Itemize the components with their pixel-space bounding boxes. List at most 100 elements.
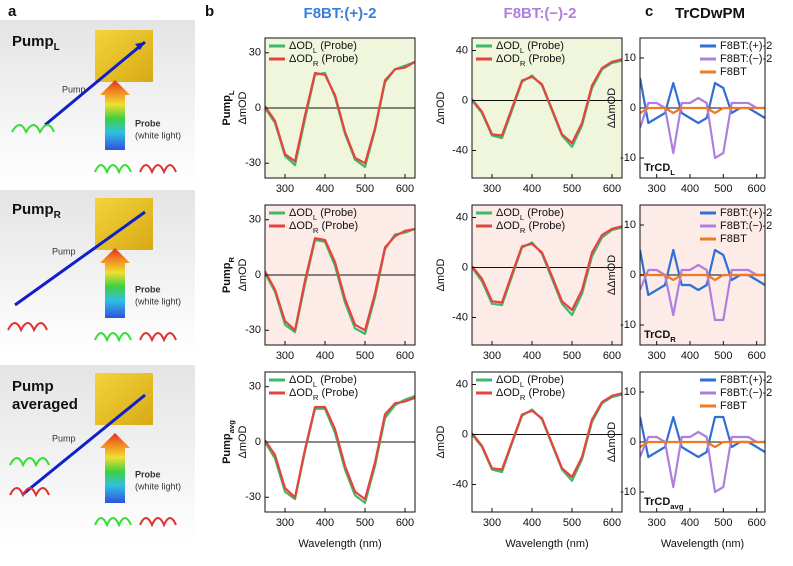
text-part: (Probe) <box>317 207 357 219</box>
x-tick-label: 600 <box>396 517 414 529</box>
x-tick-label: 400 <box>523 350 541 362</box>
data-line <box>472 225 622 312</box>
text-part: (Probe) <box>525 53 565 65</box>
y-tick-label: 40 <box>456 378 468 390</box>
legend-label: ΔODR (Probe) <box>496 387 565 402</box>
y-tick-label: -10 <box>620 486 636 498</box>
text-part: (Probe) <box>318 53 358 65</box>
polarization <box>94 332 132 343</box>
x-tick-label: 400 <box>681 350 699 362</box>
text-part: ΔOD <box>289 374 313 386</box>
title-text: Pump <box>12 201 54 218</box>
y-tick-label: -10 <box>620 319 636 331</box>
subscript: L <box>520 213 525 222</box>
data-line <box>265 396 415 501</box>
subscript: L <box>313 380 318 389</box>
data-line <box>265 227 415 332</box>
plot-area <box>640 248 765 322</box>
x-tick-label: 500 <box>356 183 374 195</box>
y-tick-label: -40 <box>452 144 468 156</box>
data-line <box>640 96 765 160</box>
legend-label: ΔODR (Probe) <box>289 53 358 68</box>
y-tick-label: 0 <box>462 428 468 440</box>
x-tick-label: 300 <box>647 517 665 529</box>
polarization <box>7 322 48 333</box>
subscript: L <box>313 213 318 222</box>
x-axis-label: Wavelength (nm) <box>505 538 588 550</box>
x-tick-label: 600 <box>603 350 621 362</box>
pump-beam <box>21 393 146 497</box>
data-line <box>265 60 415 165</box>
legend-label: ΔODL (Probe) <box>289 40 357 55</box>
arrow-head <box>135 42 145 50</box>
axes-frame <box>471 204 623 346</box>
sample <box>95 373 153 425</box>
y-tick-label: 0 <box>255 102 261 114</box>
polarization <box>94 517 132 528</box>
row-label: PumpR <box>221 257 236 294</box>
y-axis-label: ΔmOD <box>237 425 249 458</box>
chart: -40 0 40 300 400 500 600 ΔmOD Wavelength (nm) ΔOD… <box>435 371 623 550</box>
polarization <box>139 164 177 175</box>
text-part: (Probe) <box>524 207 564 219</box>
x-tick-label: 300 <box>483 350 501 362</box>
diagram: PumpL Pump Probe (white light) <box>0 20 195 185</box>
x-tick-label: 600 <box>603 517 621 529</box>
x-axis-label: Wavelength (nm) <box>298 538 381 550</box>
y-tick-label: 0 <box>462 94 468 106</box>
plot-area <box>640 415 765 494</box>
y-tick-label: -30 <box>245 491 261 503</box>
text-part: (Probe) <box>524 374 564 386</box>
plot-area <box>472 58 622 148</box>
legend-label: F8BT:(−)-2 <box>720 387 772 399</box>
diagram-title: PumpR <box>12 201 62 221</box>
x-tick-label: 500 <box>356 517 374 529</box>
x-tick-label: 400 <box>523 517 541 529</box>
text-part: (Probe) <box>318 220 358 232</box>
text-part: ΔOD <box>496 40 520 52</box>
column-title: TrCDwPM <box>675 5 745 22</box>
x-tick-label: 500 <box>563 517 581 529</box>
legend-label: ΔODL (Probe) <box>496 374 564 389</box>
probe-label: Probe <box>135 469 161 479</box>
sample <box>95 30 153 82</box>
y-tick-label: -10 <box>620 152 636 164</box>
text-part: ΔOD <box>289 207 313 219</box>
data-line <box>472 58 622 145</box>
y-tick-label: 10 <box>624 52 636 64</box>
text-part: ΔOD <box>496 53 520 65</box>
subscript: avg <box>227 420 236 434</box>
legend-label: F8BT <box>720 400 747 412</box>
x-tick-label: 300 <box>647 350 665 362</box>
legend-label: F8BT:(−)-2 <box>720 53 772 65</box>
y-axis-label: ΔmOD <box>435 425 447 458</box>
y-tick-label: 10 <box>624 219 636 231</box>
pump-label: Pump <box>52 433 76 443</box>
x-tick-label: 500 <box>563 350 581 362</box>
pump-label: Pump <box>62 84 86 94</box>
subscript: L <box>520 380 525 389</box>
polarization <box>139 517 177 528</box>
legend-label: ΔODR (Probe) <box>496 53 565 68</box>
subscript: R <box>227 257 236 263</box>
plot-area <box>265 394 415 504</box>
y-tick-label: 30 <box>249 381 261 393</box>
text-part: ΔOD <box>289 387 313 399</box>
y-tick-label: -40 <box>452 311 468 323</box>
y-tick-label: 40 <box>456 44 468 56</box>
subscript: R <box>520 393 526 402</box>
legend-label: F8BT:(−)-2 <box>720 220 772 232</box>
text-part: TrCD <box>644 496 670 508</box>
column-title: F8BT:(−)-2 <box>504 5 577 22</box>
legend-label: F8BT:(+)-2 <box>720 40 772 52</box>
text-part: (Probe) <box>318 387 358 399</box>
x-tick-label: 300 <box>276 517 294 529</box>
y-tick-label: 0 <box>630 436 636 448</box>
probe-arrow <box>100 80 130 150</box>
polarization <box>139 332 177 343</box>
probe-arrow <box>100 248 130 318</box>
data-line <box>640 106 765 115</box>
title-text: Pump <box>12 33 54 50</box>
